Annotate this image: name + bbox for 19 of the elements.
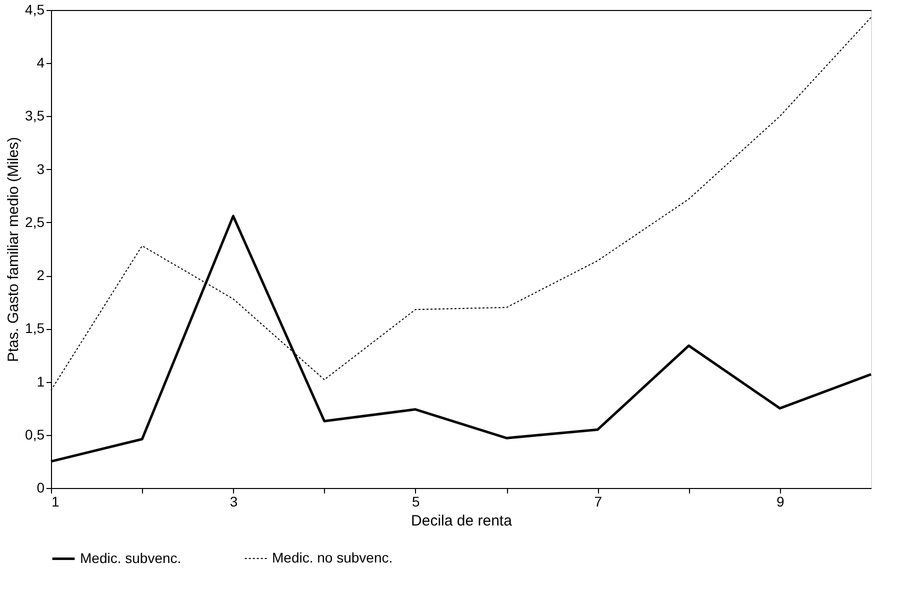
x-tick-label: 1 [52,494,60,510]
y-tick-label: 4 [36,54,45,71]
x-tick-label: 7 [594,494,602,510]
y-tick-label: 0 [36,480,45,496]
y-axis-title: Ptas. Gasto familiar medio (Miles) [5,136,22,362]
x-tick-label: 3 [230,494,238,510]
y-tick-label: 4,5 [25,2,45,18]
y-tick-label: 2,5 [25,214,45,230]
x-axis-title: Decila de renta [411,512,513,530]
y-tick-label: 1 [36,373,45,390]
y-tick-label: 3,5 [25,108,45,124]
y-tick-label: 3 [36,160,45,177]
legend-label: Medic. subvenc. [80,550,182,566]
y-tick-label: 0,5 [25,426,45,442]
x-tick-label: 9 [776,494,784,510]
y-tick-label: 2 [36,267,45,284]
y-tick-label: 1,5 [25,320,45,336]
legend-label: Medic. no subvenc. [272,550,393,566]
x-tick-label: 5 [412,494,420,510]
